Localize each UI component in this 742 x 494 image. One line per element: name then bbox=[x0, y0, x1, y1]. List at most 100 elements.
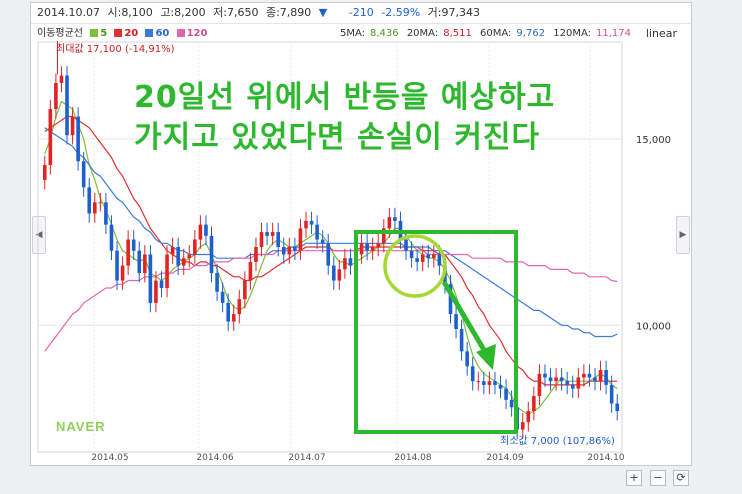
candle-body bbox=[237, 299, 242, 315]
candle-body bbox=[293, 247, 297, 251]
candle-body bbox=[365, 243, 369, 251]
candle-body bbox=[520, 422, 525, 430]
zoom-in-button[interactable]: + bbox=[626, 470, 642, 486]
candle-body bbox=[559, 377, 564, 382]
candle-body bbox=[448, 284, 453, 315]
ma120-line bbox=[44, 250, 618, 352]
x-tick-label: 2014.07 bbox=[288, 453, 325, 463]
candle bbox=[559, 368, 564, 391]
candle-body bbox=[493, 381, 497, 385]
candle-body bbox=[326, 243, 331, 266]
candle-body bbox=[487, 381, 492, 385]
candle bbox=[204, 215, 208, 246]
y-tick-label: 15,000 bbox=[636, 135, 671, 146]
ma5-value: 8,436 bbox=[369, 28, 399, 39]
candle bbox=[376, 233, 381, 257]
candle bbox=[76, 107, 80, 171]
candle-body bbox=[76, 116, 80, 162]
candle-body bbox=[120, 265, 125, 281]
candle bbox=[259, 222, 264, 257]
scale-mode-toggle[interactable]: linear bbox=[645, 27, 677, 40]
candle-body bbox=[70, 116, 75, 136]
candle bbox=[415, 248, 419, 272]
scroll-right-button[interactable]: ▶ bbox=[676, 216, 690, 254]
candle-body bbox=[331, 265, 336, 281]
candle-body bbox=[143, 254, 147, 274]
summary-change: -210 bbox=[348, 6, 374, 19]
candle-body bbox=[604, 370, 608, 385]
candle-body bbox=[415, 258, 419, 262]
summary-high-label: 고: bbox=[160, 6, 175, 19]
candle-body bbox=[176, 247, 180, 266]
candle bbox=[459, 319, 464, 361]
candle bbox=[226, 293, 230, 331]
candle bbox=[81, 151, 86, 197]
candle-body bbox=[359, 243, 364, 255]
candle-body bbox=[220, 291, 225, 303]
candle bbox=[165, 245, 169, 298]
ma-values: 5MA: 8,436 20MA: 8,511 60MA: 9,762 120MA: 11… bbox=[335, 26, 631, 42]
reset-zoom-button[interactable]: ⟳ bbox=[673, 470, 689, 486]
candle-body bbox=[376, 243, 381, 247]
candle-body bbox=[198, 224, 203, 240]
ma60-value-label: 60MA: bbox=[480, 28, 512, 39]
candle bbox=[587, 364, 592, 387]
ma60-line bbox=[44, 127, 618, 338]
candle bbox=[42, 155, 47, 190]
candle bbox=[570, 375, 575, 398]
summary-change-pct: -2.59% bbox=[381, 6, 421, 19]
candle bbox=[115, 241, 119, 290]
candle bbox=[593, 368, 597, 391]
candle-body bbox=[432, 254, 436, 259]
candle-body bbox=[409, 250, 414, 259]
x-tick-label: 2014.05 bbox=[91, 453, 128, 463]
candle bbox=[59, 66, 64, 93]
candle bbox=[604, 360, 608, 395]
candle-body bbox=[298, 228, 303, 251]
candle bbox=[54, 73, 58, 119]
headline-line2: 가지고 있었다면 손실이 커진다 bbox=[134, 120, 541, 155]
candle bbox=[220, 282, 225, 313]
candle bbox=[487, 371, 492, 395]
ma20-value: 8,511 bbox=[443, 28, 472, 39]
candle-body bbox=[104, 202, 108, 225]
candle-body bbox=[476, 381, 481, 383]
summary-low-label: 저: bbox=[213, 6, 227, 19]
ma5-value-label: 5MA: bbox=[339, 28, 365, 39]
ma60-swatch[interactable] bbox=[145, 29, 154, 37]
summary-open: 8,100 bbox=[121, 6, 153, 19]
zoom-out-button[interactable]: − bbox=[650, 470, 666, 486]
candle bbox=[92, 192, 97, 223]
candle bbox=[326, 233, 331, 275]
candle bbox=[248, 252, 253, 290]
candle-body bbox=[165, 254, 169, 288]
candle bbox=[254, 237, 258, 272]
candle-body bbox=[48, 109, 53, 165]
candle bbox=[237, 289, 242, 324]
ma5-swatch[interactable] bbox=[90, 29, 99, 37]
ma60-value: 9,762 bbox=[516, 28, 546, 39]
candle bbox=[526, 401, 531, 432]
chart-panel: 2014.10.07 시:8,100 고:8,200 저:7,650 종:7,8… bbox=[30, 2, 692, 466]
ma120-swatch[interactable] bbox=[176, 29, 185, 37]
candle bbox=[504, 379, 508, 410]
candle bbox=[265, 222, 269, 246]
summary-open-label: 시: bbox=[107, 6, 122, 19]
candle-body bbox=[565, 381, 570, 385]
candle bbox=[215, 263, 219, 302]
scroll-left-button[interactable]: ◀ bbox=[32, 216, 46, 254]
candle-body bbox=[381, 228, 386, 244]
ma-legend-title: 이동평균선 bbox=[37, 28, 83, 39]
ma120-value-label: 120MA: bbox=[553, 28, 591, 39]
candle-body bbox=[115, 250, 119, 281]
y-tick-label: 10,000 bbox=[636, 321, 671, 332]
candle-body bbox=[87, 187, 92, 214]
candle-body bbox=[126, 239, 130, 266]
candle bbox=[137, 241, 142, 283]
candle-body bbox=[304, 220, 308, 229]
ma20-swatch[interactable] bbox=[114, 29, 123, 37]
candle-body bbox=[404, 239, 408, 251]
summary-low: 7,650 bbox=[226, 6, 259, 19]
candle-body bbox=[226, 302, 230, 322]
